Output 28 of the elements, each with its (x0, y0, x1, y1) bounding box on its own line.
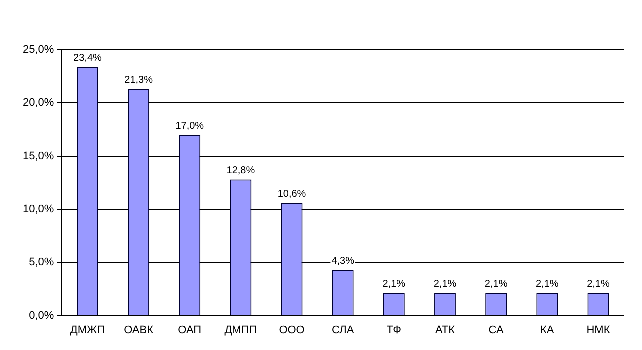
data-label: 2,1% (434, 279, 457, 290)
y-tick-label: 15,0% (22, 150, 54, 162)
data-label: 17,0% (176, 120, 204, 132)
x-tick-label: СА (488, 324, 504, 336)
data-label: 2,1% (536, 279, 559, 290)
data-label: 10,6% (278, 188, 306, 200)
y-tick-label: 0,0% (29, 310, 54, 322)
x-tick-label: ОАП (178, 324, 202, 336)
data-label: 12,8% (226, 165, 256, 176)
x-tick-label: СЛА (332, 324, 355, 336)
y-tick-label: 20,0% (22, 97, 54, 110)
data-label: 2,1% (484, 279, 508, 290)
x-tick-label: ТФ (386, 324, 402, 336)
x-tick-label: ДМПП (224, 324, 258, 336)
data-label: 23,4% (74, 52, 102, 64)
y-tick-label: 25,0% (22, 44, 54, 56)
x-tick-label: НМК (586, 324, 611, 336)
data-label: 2,1% (587, 279, 610, 290)
x-tick-label: ДМЖП (70, 324, 106, 336)
data-label: 21,3% (124, 75, 154, 86)
x-tick-label: КА (540, 324, 555, 336)
y-tick-label: 10,0% (22, 204, 54, 216)
x-tick-label: ОАВК (124, 324, 154, 336)
x-tick-label: АТК (435, 324, 456, 336)
y-tick-label: 5,0% (29, 256, 54, 269)
x-tick-label: ООО (279, 324, 306, 336)
data-label: 4,3% (332, 256, 355, 267)
data-label: 2,1% (382, 279, 406, 290)
